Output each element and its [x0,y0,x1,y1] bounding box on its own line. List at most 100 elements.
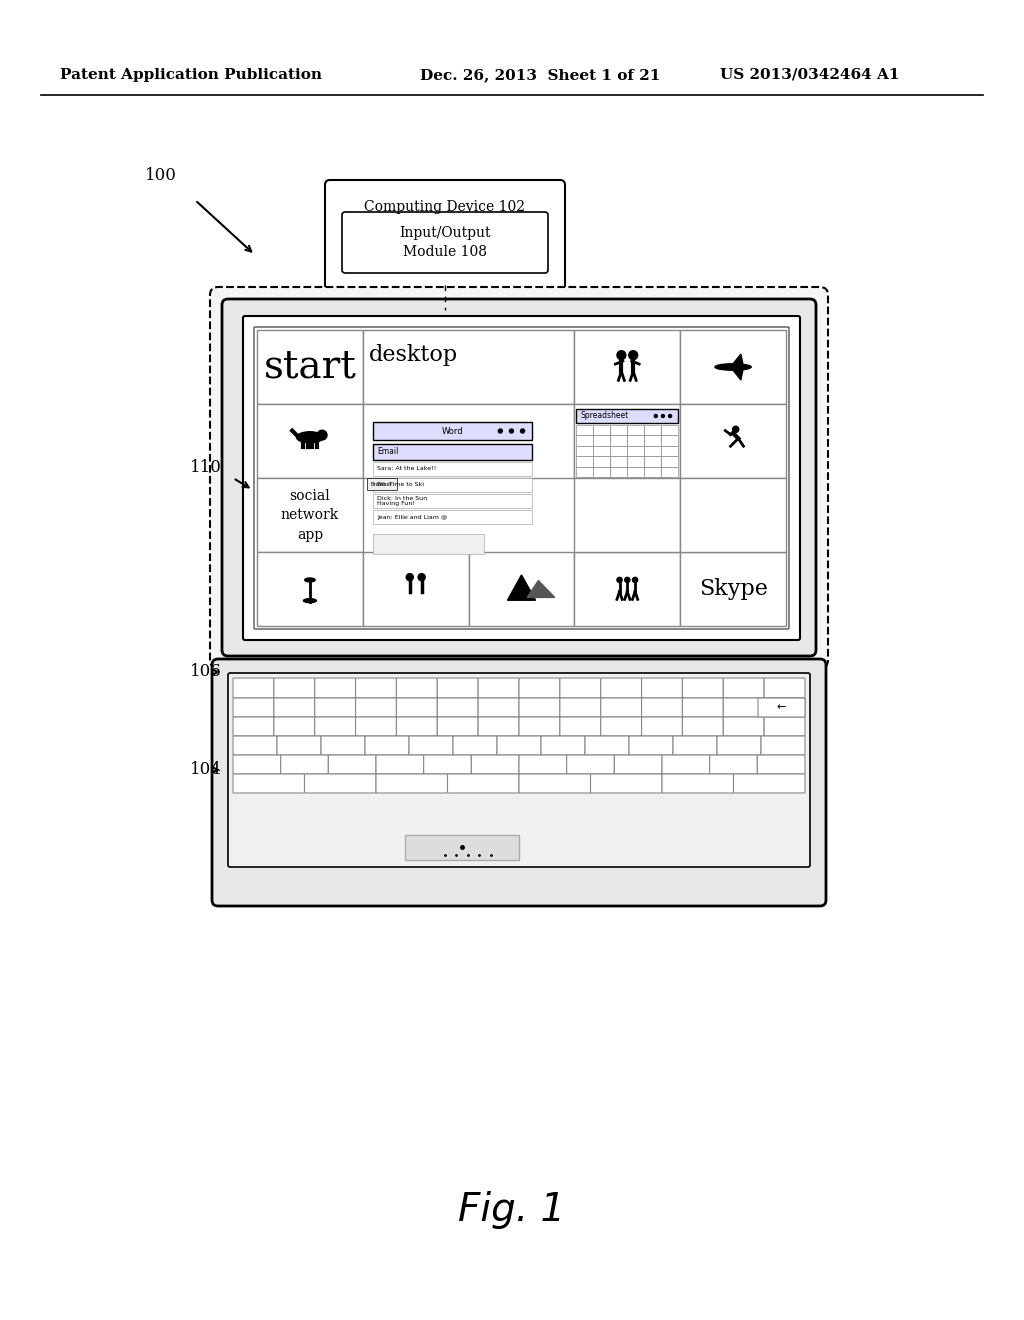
FancyBboxPatch shape [662,774,733,793]
Bar [680,330,786,404]
FancyBboxPatch shape [717,737,761,755]
FancyBboxPatch shape [642,678,682,698]
FancyBboxPatch shape [222,300,816,656]
Bar [610,446,628,457]
FancyBboxPatch shape [519,678,560,698]
Bar [593,436,610,446]
Bar [662,466,678,477]
FancyBboxPatch shape [329,755,376,774]
Bar [644,446,662,457]
Text: Input/Output
Module 108: Input/Output Module 108 [399,226,490,259]
FancyBboxPatch shape [601,717,642,737]
Bar [628,446,644,457]
Bar [593,457,610,466]
Bar [577,425,593,436]
Text: Sara: At the Lake!!: Sara: At the Lake!! [378,466,437,471]
FancyBboxPatch shape [682,717,723,737]
Circle shape [418,574,425,581]
FancyBboxPatch shape [519,774,591,793]
Bar [257,404,362,478]
Text: Browser: Browser [371,482,393,487]
FancyBboxPatch shape [601,678,642,698]
Circle shape [407,574,414,581]
Circle shape [510,429,513,433]
Bar [680,552,786,626]
Bar [628,425,644,436]
Bar [574,552,680,626]
FancyBboxPatch shape [321,737,365,755]
FancyBboxPatch shape [471,755,519,774]
Bar [577,466,593,477]
Polygon shape [508,576,536,601]
FancyBboxPatch shape [355,717,396,737]
FancyBboxPatch shape [560,698,601,717]
Bar [610,436,628,446]
Circle shape [317,430,327,440]
Circle shape [499,429,503,433]
FancyBboxPatch shape [764,678,805,698]
Circle shape [616,351,626,359]
Text: Patent Application Publication: Patent Application Publication [60,69,322,82]
FancyBboxPatch shape [210,286,828,668]
Bar [628,436,644,446]
FancyBboxPatch shape [758,755,805,774]
FancyBboxPatch shape [519,698,560,717]
FancyBboxPatch shape [437,717,478,737]
Bar [593,425,610,436]
FancyBboxPatch shape [591,774,662,793]
Bar [257,478,362,552]
FancyBboxPatch shape [278,737,321,755]
Bar [680,404,786,478]
Bar [610,466,628,477]
FancyBboxPatch shape [478,698,519,717]
FancyBboxPatch shape [376,755,424,774]
FancyBboxPatch shape [342,213,548,273]
Circle shape [732,426,738,433]
Bar [257,330,362,404]
Bar [610,425,628,436]
FancyBboxPatch shape [396,717,437,737]
FancyBboxPatch shape [314,717,355,737]
FancyBboxPatch shape [273,717,314,737]
Ellipse shape [303,599,316,603]
Bar [374,494,532,508]
FancyBboxPatch shape [601,698,642,717]
Bar [374,510,532,524]
Bar [644,466,662,477]
Bar [662,436,678,446]
FancyBboxPatch shape [764,698,805,717]
FancyBboxPatch shape [233,737,278,755]
Bar [680,478,786,552]
FancyBboxPatch shape [314,698,355,717]
FancyBboxPatch shape [243,315,800,640]
Circle shape [625,577,630,582]
Text: 104: 104 [190,762,222,779]
Bar [662,425,678,436]
FancyBboxPatch shape [281,755,329,774]
Bar [362,404,574,478]
Polygon shape [730,367,743,380]
FancyBboxPatch shape [682,678,723,698]
Circle shape [654,414,657,417]
FancyBboxPatch shape [212,659,826,906]
Text: 100: 100 [145,166,177,183]
Text: Fig. 1: Fig. 1 [459,1191,565,1229]
Text: Dick: In the Sun
Having Fun!: Dick: In the Sun Having Fun! [378,495,427,507]
Bar [662,446,678,457]
FancyBboxPatch shape [585,737,629,755]
FancyBboxPatch shape [662,755,710,774]
FancyBboxPatch shape [325,180,565,290]
Text: Computing Device 102: Computing Device 102 [365,201,525,214]
Text: Email: Email [378,447,398,457]
FancyBboxPatch shape [396,678,437,698]
Bar [644,436,662,446]
FancyBboxPatch shape [723,678,764,698]
Text: social
network
app: social network app [281,488,339,541]
FancyBboxPatch shape [497,737,541,755]
FancyBboxPatch shape [642,698,682,717]
Circle shape [662,414,665,417]
Bar [577,436,593,446]
Bar [257,552,362,626]
Bar [574,404,680,478]
Text: Jean: Ellie and Liam @: Jean: Ellie and Liam @ [378,515,447,520]
